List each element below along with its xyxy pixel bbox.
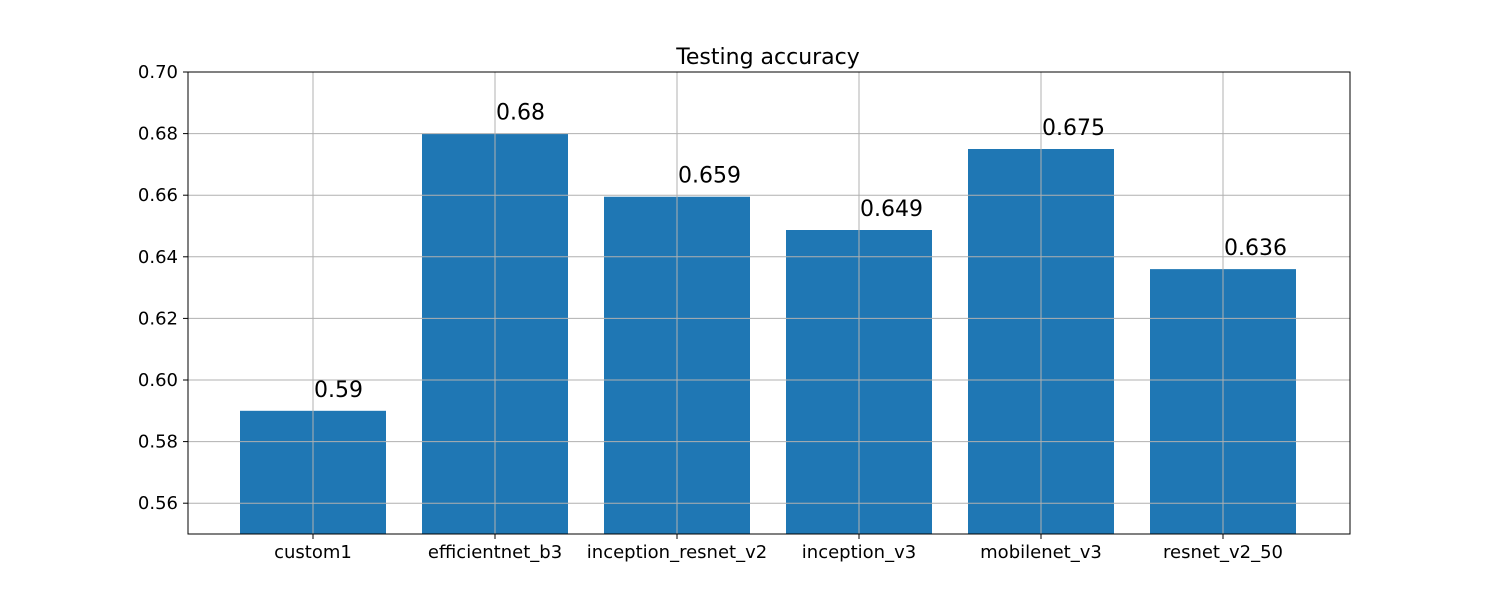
chart-title: Testing accuracy	[675, 45, 860, 70]
y-tick-label: 0.64	[138, 247, 178, 268]
data-label: 0.659	[678, 164, 741, 189]
y-tick-label: 0.58	[138, 432, 178, 453]
x-tick-label: custom1	[274, 542, 352, 563]
bars-layer	[240, 133, 1296, 535]
y-tick-label: 0.62	[138, 308, 178, 329]
data-label: 0.636	[1224, 236, 1287, 261]
y-axis: 0.56 0.58 0.60 0.62 0.64 0.66 0.68 0.70	[138, 62, 188, 514]
y-tick-label: 0.60	[138, 370, 178, 391]
x-tick-label: efficientnet_b3	[428, 542, 562, 563]
plot-frame	[187, 71, 1351, 535]
data-label: 0.675	[1042, 116, 1105, 141]
data-labels: 0.59 0.68 0.659 0.649 0.675 0.636	[314, 101, 1287, 403]
y-tick-label: 0.70	[138, 62, 178, 83]
data-label: 0.59	[314, 378, 363, 403]
y-tick-label: 0.68	[138, 124, 178, 145]
x-tick-label: resnet_v2_50	[1163, 542, 1283, 563]
y-tick-label: 0.56	[138, 493, 178, 514]
x-axis: custom1 efficientnet_b3 inception_resnet_v…	[274, 534, 1283, 563]
data-label: 0.649	[860, 197, 923, 222]
x-tick-label: inception_resnet_v2	[587, 542, 767, 563]
grid-overlay	[188, 71, 1350, 534]
y-tick-label: 0.66	[138, 185, 178, 206]
x-tick-label: inception_v3	[802, 542, 916, 563]
x-tick-label: mobilenet_v3	[980, 542, 1102, 563]
data-label: 0.68	[496, 101, 545, 126]
